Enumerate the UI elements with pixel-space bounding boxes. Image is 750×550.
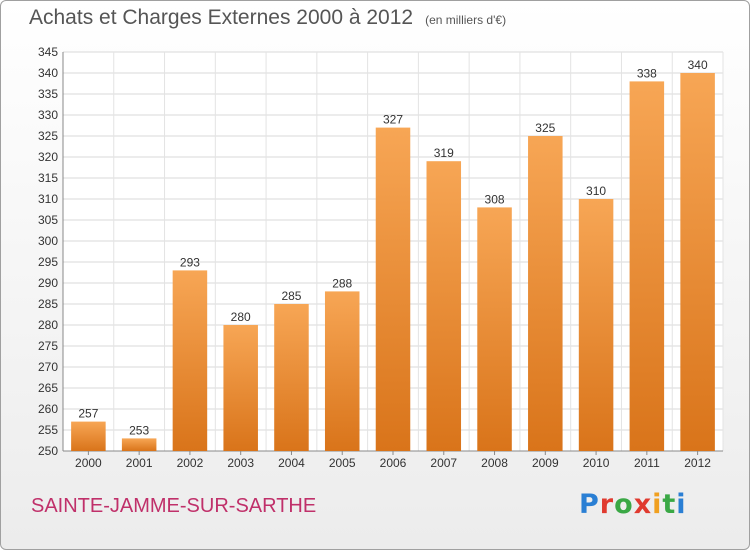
y-tick-label: 275 <box>38 339 58 353</box>
proxiti-logo: Proxiti <box>579 489 687 520</box>
data-label: 319 <box>434 146 454 160</box>
y-tick-label: 320 <box>38 150 58 164</box>
bar <box>680 73 715 451</box>
x-tick-label: 2000 <box>75 456 102 470</box>
y-tick-label: 315 <box>38 171 58 185</box>
x-tick-label: 2008 <box>481 456 508 470</box>
data-label: 338 <box>637 66 657 80</box>
x-tick-label: 2012 <box>684 456 711 470</box>
bar <box>528 136 563 451</box>
data-label: 327 <box>383 113 403 127</box>
city-name: SAINTE-JAMME-SUR-SARTHE <box>31 495 317 517</box>
bar <box>223 325 258 451</box>
x-tick-label: 2004 <box>278 456 305 470</box>
y-tick-label: 340 <box>38 66 58 80</box>
data-label: 253 <box>129 423 149 437</box>
y-tick-label: 270 <box>38 360 58 374</box>
bar <box>629 81 665 452</box>
bar <box>578 199 614 451</box>
y-tick-label: 305 <box>38 213 58 227</box>
bar-chart: 250 255 260 265 270 275 280 285 290 295 300 305 310 3… <box>38 45 724 470</box>
x-tick-label: 2001 <box>126 456 153 470</box>
bar <box>274 304 309 451</box>
y-tick-label: 280 <box>38 318 58 332</box>
data-label: 325 <box>535 121 555 135</box>
x-tick-label: 2009 <box>532 456 559 470</box>
bar <box>477 207 512 451</box>
y-tick-label: 285 <box>38 297 58 311</box>
x-tick-label: 2006 <box>380 456 407 470</box>
bar <box>172 270 208 451</box>
y-tick-label: 310 <box>38 192 58 206</box>
data-label: 288 <box>332 276 352 290</box>
bar <box>121 438 157 451</box>
y-tick-label: 325 <box>38 129 58 143</box>
x-tick-label: 2007 <box>430 456 457 470</box>
y-tick-label: 265 <box>38 381 58 395</box>
x-tick-label: 2010 <box>583 456 610 470</box>
y-tick-label: 330 <box>38 108 58 122</box>
y-tick-label: 250 <box>38 444 58 458</box>
y-tick-label: 295 <box>38 255 58 269</box>
data-label: 285 <box>281 289 301 303</box>
chart-subtitle: (en milliers d'€) <box>425 13 507 27</box>
y-tick-label: 300 <box>38 234 58 248</box>
data-label: 310 <box>586 184 606 198</box>
y-tick-label: 260 <box>38 402 58 416</box>
data-label: 308 <box>485 192 505 206</box>
bar <box>71 421 106 451</box>
chart-title: Achats et Charges Externes 2000 à 2012 (e… <box>29 6 507 29</box>
bar <box>375 127 411 451</box>
x-tick-label: 2005 <box>329 456 356 470</box>
y-tick-label: 255 <box>38 423 58 437</box>
x-tick-label: 2011 <box>634 456 660 470</box>
y-tick-label: 335 <box>38 87 58 101</box>
bar <box>324 291 360 451</box>
data-label: 293 <box>180 255 200 269</box>
bar <box>426 161 462 451</box>
data-label: 340 <box>688 58 708 72</box>
data-label: 257 <box>78 407 98 421</box>
x-tick-label: 2003 <box>227 456 254 470</box>
x-tick-label: 2002 <box>177 456 204 470</box>
y-tick-label: 290 <box>38 276 58 290</box>
data-label: 280 <box>231 310 251 324</box>
y-tick-label: 345 <box>38 45 58 59</box>
